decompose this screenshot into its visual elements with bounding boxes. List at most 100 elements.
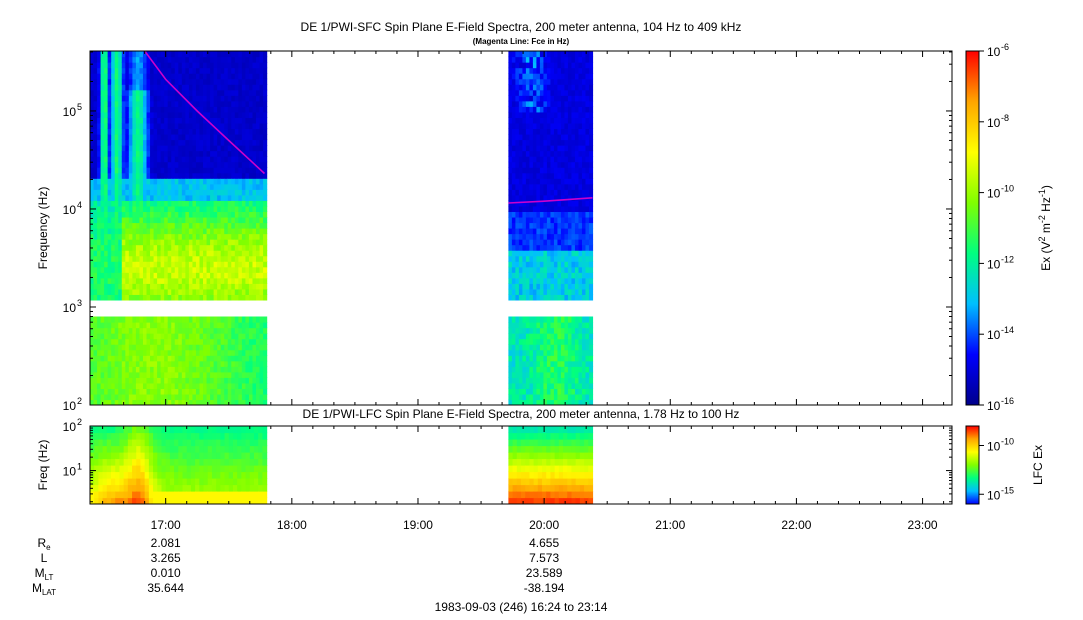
sfc-spectral-cell (97, 62, 102, 69)
sfc-spectral-cell (515, 84, 520, 91)
sfc-spectral-cell (90, 84, 95, 91)
sfc-spectral-cell (508, 145, 513, 152)
sfc-spectral-cell (153, 322, 158, 329)
sfc-spectral-cell (263, 189, 268, 196)
sfc-spectral-cell (574, 393, 580, 401)
sfc-spectral-cell (171, 228, 176, 235)
sfc-spectral-cell (532, 366, 538, 373)
sfc-spectral-cell (525, 255, 531, 262)
lfc-spectral-cell (153, 445, 158, 453)
sfc-spectral-cell (167, 189, 172, 196)
sfc-spectral-cell (525, 382, 531, 390)
sfc-spectral-cell (128, 145, 133, 152)
sfc-spectral-cell (142, 194, 148, 201)
sfc-spectral-cell (529, 167, 534, 174)
sfc-spectral-cell (203, 244, 208, 251)
sfc-spectral-cell (550, 145, 555, 152)
sfc-spectral-cell (511, 327, 516, 334)
sfc-spectral-cell (574, 349, 580, 356)
sfc-spectral-cell (135, 216, 141, 224)
sfc-spectral-cell (188, 272, 194, 279)
sfc-spectral-cell (553, 133, 559, 141)
sfc-spectral-cell (560, 106, 566, 113)
sfc-spectral-cell (192, 349, 197, 356)
sfc-spectral-cell (97, 205, 102, 213)
sfc-spectral-cell (248, 89, 254, 96)
sfc-spectral-cell (203, 56, 208, 63)
sfc-spectral-cell (121, 371, 126, 378)
sfc-spectral-cell (195, 73, 201, 80)
sfc-spectral-cell (164, 211, 169, 218)
sfc-spectral-cell (164, 366, 169, 373)
sfc-spectral-cell (585, 283, 590, 290)
sfc-spectral-cell (100, 277, 105, 284)
sfc-spectral-cell (195, 272, 201, 279)
sfc-spectral-cell (185, 78, 190, 85)
sfc-spectral-cell (263, 333, 268, 340)
sfc-spectral-cell (118, 183, 123, 190)
sfc-spectral-cell (234, 167, 239, 174)
sfc-spectral-cell (132, 156, 137, 163)
sfc-spectral-cell (581, 272, 587, 279)
sfc-spectral-cell (181, 194, 186, 201)
sfc-spectral-cell (178, 89, 183, 96)
sfc-spectral-cell (93, 233, 98, 240)
sfc-spectral-cell (195, 266, 201, 273)
sfc-spectral-cell (217, 294, 222, 301)
sfc-spectral-cell (245, 399, 250, 405)
sfc-spectral-cell (557, 272, 562, 279)
sfc-spectral-cell (132, 244, 137, 251)
sfc-spectral-cell (132, 222, 137, 229)
sfc-spectral-cell (539, 145, 545, 152)
sfc-spectral-cell (536, 250, 541, 257)
sfc-spectral-cell (564, 393, 569, 401)
sfc-spectral-cell (195, 122, 201, 130)
sfc-spectral-cell (532, 261, 538, 268)
sfc-spectral-cell (206, 349, 211, 356)
sfc-spectral-cell (245, 62, 250, 69)
sfc-spectral-cell (574, 355, 580, 362)
sfc-spectral-cell (234, 338, 239, 345)
sfc-spectral-cell (245, 338, 250, 345)
sfc-spectral-cell (188, 194, 194, 201)
sfc-spectral-cell (121, 78, 126, 85)
sfc-spectral-cell (550, 122, 555, 130)
sfc-spectral-cell (213, 288, 218, 295)
sfc-spectral-cell (536, 393, 541, 401)
sfc-spectral-cell (252, 89, 257, 96)
sfc-colorbar-label-part: -2 (1037, 215, 1047, 223)
sfc-spectral-cell (107, 133, 112, 141)
sfc-spectral-cell (203, 73, 208, 80)
sfc-spectral-cell (206, 95, 211, 102)
sfc-spectral-cell (543, 250, 548, 257)
sfc-spectral-cell (245, 261, 250, 268)
sfc-spectral-cell (238, 250, 243, 257)
sfc-spectral-cell (248, 128, 254, 135)
sfc-spectral-cell (139, 216, 144, 224)
sfc-spectral-cell (213, 283, 218, 290)
sfc-spectral-cell (206, 327, 211, 334)
sfc-spectral-cell (543, 283, 548, 290)
sfc-spectral-cell (525, 211, 531, 218)
sfc-spectral-cell (564, 399, 569, 405)
sfc-spectral-cell (153, 95, 158, 102)
lfc-spectral-cell (111, 452, 116, 460)
sfc-spectral-cell (248, 156, 254, 163)
sfc-spectral-cell (522, 355, 527, 362)
sfc-spectral-cell (263, 277, 268, 284)
sfc-spectral-cell (588, 316, 594, 323)
sfc-spectral-cell (508, 228, 513, 235)
sfc-spectral-cell (263, 294, 268, 301)
sfc-spectral-cell (543, 371, 548, 378)
sfc-spectral-cell (157, 261, 162, 268)
sfc-spectral-cell (546, 89, 552, 96)
sfc-spectral-cell (252, 272, 257, 279)
sfc-spectral-cell (220, 51, 225, 58)
sfc-spectral-cell (245, 228, 250, 235)
sfc-spectral-cell (111, 172, 116, 179)
lfc-spectral-cell (106, 426, 112, 434)
sfc-spectral-cell (125, 255, 130, 262)
sfc-spectral-cell (139, 205, 144, 213)
sfc-spectral-cell (231, 189, 236, 196)
sfc-spectral-cell (227, 355, 232, 362)
